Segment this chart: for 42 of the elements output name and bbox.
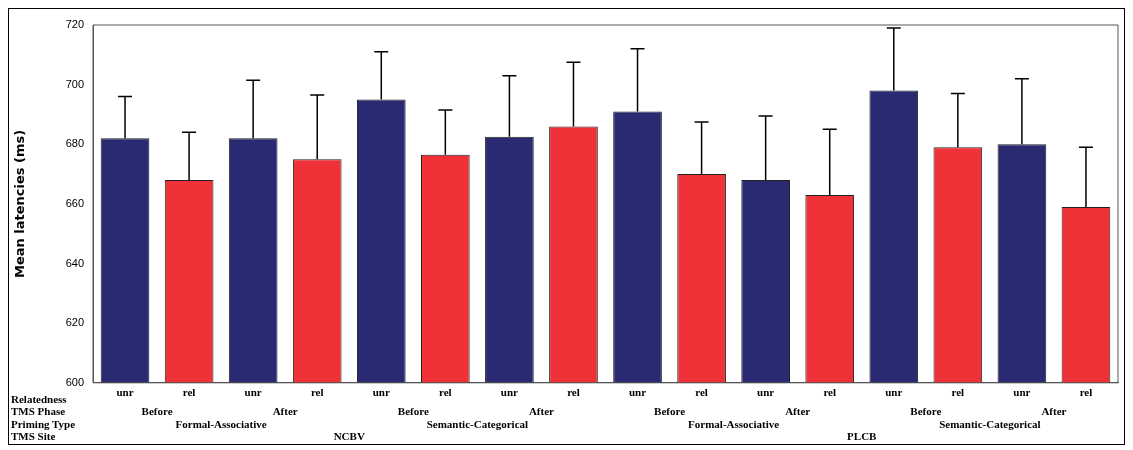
y-tick-label: 660 [65, 196, 84, 209]
text: Before [654, 405, 686, 418]
text: Relatedness [11, 392, 68, 405]
text: After [1041, 405, 1067, 418]
y-tick-label: 640 [65, 256, 84, 269]
x-tick-label: unr [244, 386, 262, 399]
text: TMS Site [11, 430, 56, 443]
y-tick-label: 720 [65, 18, 84, 31]
text: Formal-Associative [688, 417, 780, 430]
x-tick-label: unr [116, 386, 134, 399]
text: Before [910, 405, 942, 418]
x-tick-label: unr [1013, 386, 1031, 399]
x-tick-label: unr [885, 386, 903, 399]
x-tick-label: rel [182, 386, 196, 399]
text: PLCB [847, 430, 878, 443]
y-axis-title: Mean latencies (ms) [12, 129, 28, 279]
y-tick-label: 600 [65, 375, 84, 388]
text: Semantic-Categorical [939, 417, 1041, 430]
x-tick-label: rel [951, 386, 965, 399]
text: Before [397, 405, 429, 418]
x-tick-label: rel [439, 386, 452, 399]
x-tick-label: unr [372, 386, 390, 399]
x-tick-label: rel [695, 386, 708, 399]
x-tick-label: unr [500, 386, 519, 399]
y-tick-label: 700 [65, 77, 84, 90]
text: TMS Phase [11, 405, 66, 418]
text: NCBV [333, 430, 365, 443]
text: Before [141, 405, 173, 418]
text: Semantic-Categorical [426, 417, 529, 430]
x-tick-label: unr [628, 386, 647, 399]
x-tick-label: rel [567, 386, 580, 399]
text: After [272, 405, 298, 418]
text: Priming Type [11, 417, 76, 430]
text: After [528, 405, 555, 418]
y-tick-label: 620 [65, 316, 84, 329]
text: After [785, 405, 811, 418]
y-tick-label: 680 [65, 137, 84, 150]
text: Formal-Associative [175, 417, 267, 430]
x-tick-label: unr [757, 386, 775, 399]
x-tick-label: rel [1079, 386, 1093, 399]
x-tick-label: rel [823, 386, 837, 399]
x-tick-label: rel [310, 386, 324, 399]
